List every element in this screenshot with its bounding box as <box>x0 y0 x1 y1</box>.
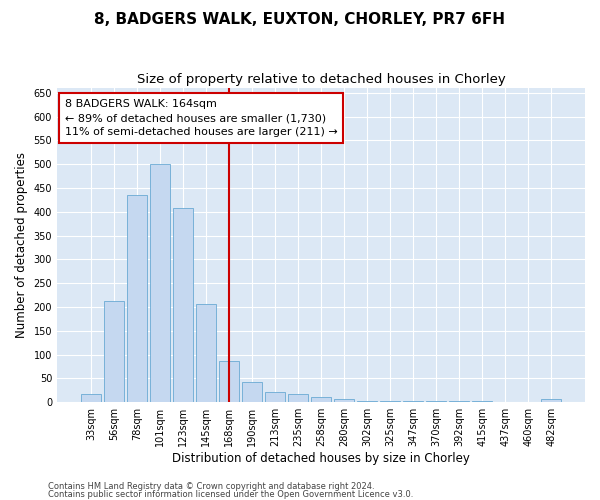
Text: 8, BADGERS WALK, EUXTON, CHORLEY, PR7 6FH: 8, BADGERS WALK, EUXTON, CHORLEY, PR7 6F… <box>95 12 505 28</box>
Y-axis label: Number of detached properties: Number of detached properties <box>15 152 28 338</box>
Bar <box>81 394 101 402</box>
Text: Contains HM Land Registry data © Crown copyright and database right 2024.: Contains HM Land Registry data © Crown c… <box>48 482 374 491</box>
X-axis label: Distribution of detached houses by size in Chorley: Distribution of detached houses by size … <box>172 452 470 465</box>
Title: Size of property relative to detached houses in Chorley: Size of property relative to detached ho… <box>137 72 505 86</box>
Bar <box>150 164 170 402</box>
Bar <box>288 394 308 402</box>
Bar <box>104 301 124 402</box>
Bar <box>334 400 354 402</box>
Bar <box>265 392 285 402</box>
Bar <box>219 361 239 402</box>
Bar <box>541 400 561 402</box>
Text: 8 BADGERS WALK: 164sqm
← 89% of detached houses are smaller (1,730)
11% of semi-: 8 BADGERS WALK: 164sqm ← 89% of detached… <box>65 99 338 137</box>
Bar <box>173 208 193 402</box>
Bar <box>311 397 331 402</box>
Bar <box>242 382 262 402</box>
Text: Contains public sector information licensed under the Open Government Licence v3: Contains public sector information licen… <box>48 490 413 499</box>
Bar <box>127 195 146 402</box>
Bar <box>196 304 216 402</box>
